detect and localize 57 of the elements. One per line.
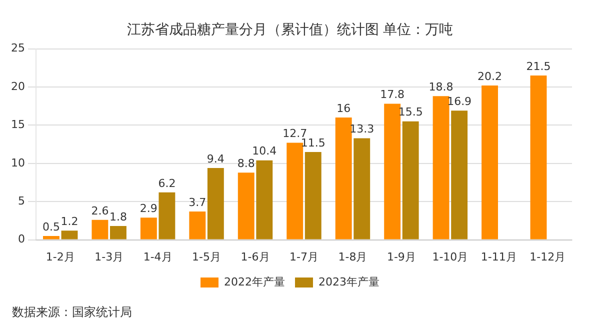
bar <box>158 192 176 240</box>
bar <box>530 76 547 240</box>
data-label: 17.8 <box>380 88 405 102</box>
bar <box>189 212 206 240</box>
bar <box>286 142 304 240</box>
data-label: 21.5 <box>526 60 551 73</box>
x-tick-label: 1-3月 <box>94 250 124 264</box>
x-tick-label: 1-5月 <box>192 250 222 264</box>
bar <box>482 85 498 240</box>
x-tick-label: 1-7月 <box>290 250 318 264</box>
y-tick-label: 25 <box>10 42 25 55</box>
data-label: 18.8 <box>428 80 454 94</box>
bar <box>451 110 468 240</box>
bar <box>354 138 370 240</box>
x-tick-label: 1-6月 <box>240 250 270 264</box>
bar <box>384 104 401 240</box>
source-note: 数据来源：国家统计局 <box>12 304 133 321</box>
chart-title: 江苏省成品糖产量分月（累计值）统计图 单位：万吨 <box>126 22 454 38</box>
bar <box>43 236 60 240</box>
bar <box>304 152 322 240</box>
bar <box>207 168 224 240</box>
bar <box>110 226 126 240</box>
data-label: 16 <box>336 102 351 115</box>
data-label: 2.9 <box>140 202 158 216</box>
y-tick-label: 15 <box>10 118 25 132</box>
y-tick-label: 5 <box>18 194 25 208</box>
data-label: 20.2 <box>478 70 502 83</box>
data-label: 8.8 <box>237 156 255 170</box>
data-label: 1.2 <box>60 214 78 228</box>
data-label: 9.4 <box>206 152 224 166</box>
legend-label: 2023年产量 <box>318 275 380 288</box>
bar <box>335 118 352 240</box>
data-label: 10.4 <box>252 144 277 158</box>
y-tick-label: 10 <box>10 156 25 170</box>
data-label: 1.8 <box>109 210 127 224</box>
data-label: 11.5 <box>300 136 326 150</box>
x-tick-label: 1-8月 <box>338 250 368 264</box>
bar <box>256 160 273 240</box>
bar <box>402 121 419 240</box>
y-tick-label: 0 <box>18 232 25 246</box>
x-tick-label: 1-10月 <box>432 250 468 264</box>
y-tick-label: 20 <box>10 80 25 93</box>
legend-label: 2022年产量 <box>224 275 286 288</box>
x-tick-label: 1-4月 <box>143 250 172 264</box>
bar <box>61 230 78 240</box>
x-tick-label: 1-11月 <box>480 250 517 264</box>
bar <box>238 172 254 240</box>
bar <box>92 220 108 240</box>
x-tick-label: 1-9月 <box>386 250 416 264</box>
x-tick-label: 1-2月 <box>46 250 75 264</box>
bar <box>432 96 450 240</box>
bar <box>140 218 157 240</box>
data-label: 6.2 <box>158 176 176 190</box>
x-tick-label: 1-12月 <box>530 250 566 264</box>
data-label: 0.5 <box>42 220 60 234</box>
data-label: 2.6 <box>91 204 109 218</box>
data-label: 3.7 <box>188 196 206 209</box>
